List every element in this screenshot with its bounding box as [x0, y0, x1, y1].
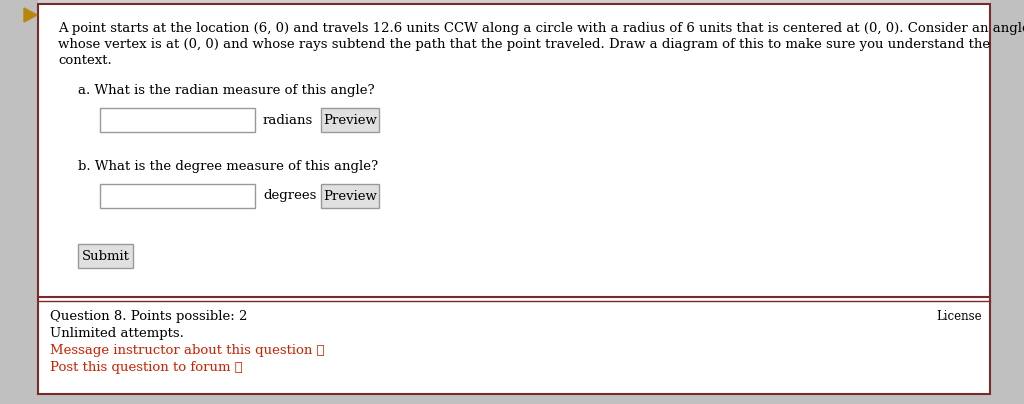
- Text: degrees: degrees: [263, 189, 316, 202]
- Text: A point starts at the location (6, 0) and travels 12.6 units CCW along a circle : A point starts at the location (6, 0) an…: [58, 22, 1024, 35]
- Text: Message instructor about this question ⧉: Message instructor about this question ⧉: [50, 344, 325, 357]
- Text: Preview: Preview: [323, 114, 377, 126]
- FancyBboxPatch shape: [100, 108, 255, 132]
- Text: Post this question to forum ⧉: Post this question to forum ⧉: [50, 361, 243, 374]
- FancyBboxPatch shape: [38, 4, 990, 394]
- Text: Unlimited attempts.: Unlimited attempts.: [50, 327, 184, 340]
- FancyBboxPatch shape: [0, 395, 1024, 404]
- FancyBboxPatch shape: [78, 244, 133, 268]
- FancyBboxPatch shape: [100, 184, 255, 208]
- FancyBboxPatch shape: [321, 184, 379, 208]
- FancyBboxPatch shape: [0, 0, 38, 404]
- Text: Question 8. Points possible: 2: Question 8. Points possible: 2: [50, 310, 248, 323]
- Text: b. What is the degree measure of this angle?: b. What is the degree measure of this an…: [78, 160, 378, 173]
- Text: a. What is the radian measure of this angle?: a. What is the radian measure of this an…: [78, 84, 375, 97]
- Text: radians: radians: [263, 114, 313, 126]
- Text: context.: context.: [58, 54, 112, 67]
- Polygon shape: [24, 8, 37, 22]
- Text: whose vertex is at (0, 0) and whose rays subtend the path that the point travele: whose vertex is at (0, 0) and whose rays…: [58, 38, 990, 51]
- FancyBboxPatch shape: [990, 0, 1024, 404]
- Text: License: License: [936, 310, 982, 323]
- Text: Preview: Preview: [323, 189, 377, 202]
- FancyBboxPatch shape: [321, 108, 379, 132]
- Text: Submit: Submit: [82, 250, 129, 263]
